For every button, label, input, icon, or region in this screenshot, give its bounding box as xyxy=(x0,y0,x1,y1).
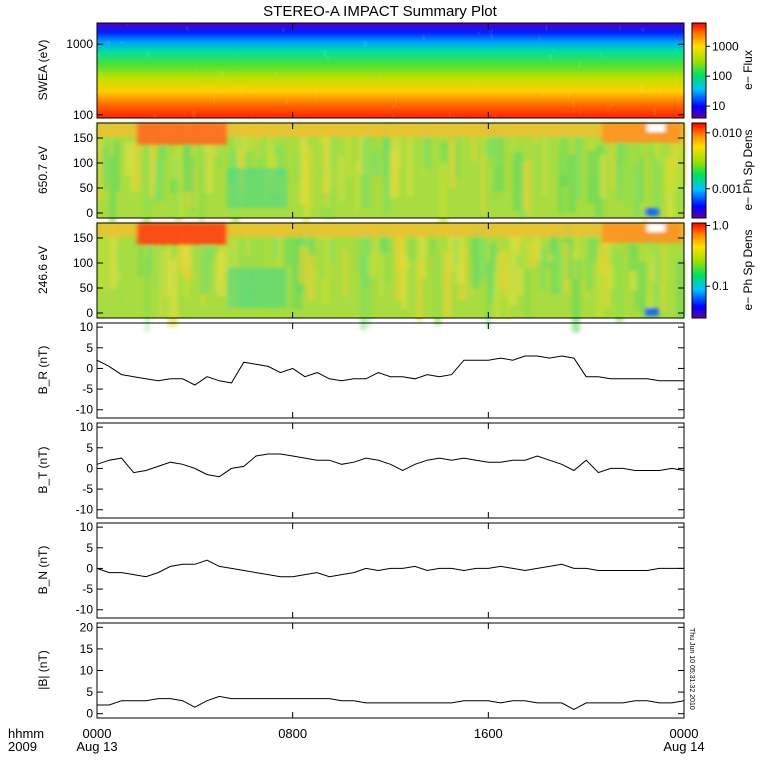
pad-246-ylabel: 246.6 eV xyxy=(36,246,50,294)
colorbar-tick-label: 1.0 xyxy=(712,219,729,233)
swea-ylabel: SWEA (eV) xyxy=(36,40,50,101)
y-tick-label: 50 xyxy=(80,181,94,195)
flux-colorbar xyxy=(691,22,707,119)
time-tick-label: 1600 xyxy=(474,726,503,741)
bmag-ylabel: |B| (nT) xyxy=(36,650,50,690)
y-tick-label: 0 xyxy=(86,561,93,575)
timestamp: Thu Jun 10 05:31:32 2010 xyxy=(688,628,695,710)
panel-br: -10 -5 0 5 10 B_R (nT) xyxy=(36,320,685,419)
colorbar-tick-label: 100 xyxy=(712,69,732,83)
y-tick-label: 0 xyxy=(86,461,93,475)
y-tick-label: 0 xyxy=(86,206,93,220)
time-tick-label: 0000 xyxy=(83,726,112,741)
time-row2-label: 2009 xyxy=(8,739,37,754)
y-tick-label: 0 xyxy=(86,306,93,320)
y-tick-label: 0 xyxy=(86,361,93,375)
time-tick-date: Aug 14 xyxy=(663,739,704,754)
y-tick-label: 5 xyxy=(86,441,93,455)
y-tick-label: 1000 xyxy=(66,37,93,51)
panel-pad-246: 0 50 100 150 246.6 eV 0.1 1.0 e− Ph Sp Dens xyxy=(36,219,755,333)
time-tick-label: 0000 xyxy=(670,726,699,741)
bn-ylabel: B_N (nT) xyxy=(36,546,50,595)
y-tick-label: -10 xyxy=(76,603,94,617)
time-row1-label: hhmm xyxy=(8,726,44,741)
colorbar-tick-label: 0.010 xyxy=(712,126,742,140)
y-tick-label: 15 xyxy=(80,642,94,656)
bmag-series-line xyxy=(97,695,685,710)
y-tick-label: 10 xyxy=(80,520,94,534)
colorbar-tick-label: 0.001 xyxy=(712,182,742,196)
pad-246-colorbar xyxy=(691,222,707,319)
y-tick-label: -10 xyxy=(76,503,94,517)
y-tick-label: 100 xyxy=(73,108,93,122)
colorbar-tick-label: 0.1 xyxy=(712,279,729,293)
y-tick-label: 150 xyxy=(73,131,93,145)
br-series-line xyxy=(96,355,684,386)
pad-246-colorbar-label: e− Ph Sp Dens xyxy=(741,229,755,310)
panel-bn: -10 -5 0 5 10 B_N (nT) xyxy=(36,520,685,619)
panel-pad-650: 0 50 100 150 650.7 eV 0.001 0.010 e− Ph Sp D… xyxy=(36,122,755,234)
bt-series-line xyxy=(96,453,685,478)
plot-title: STEREO-A IMPACT Summary Plot xyxy=(263,3,497,20)
y-tick-label: 5 xyxy=(86,341,93,355)
br-ylabel: B_R (nT) xyxy=(36,346,50,395)
pad-650-ylabel: 650.7 eV xyxy=(36,146,50,194)
bt-ylabel: B_T (nT) xyxy=(36,446,50,493)
y-tick-label: 5 xyxy=(86,541,93,555)
y-tick-label: -5 xyxy=(82,382,93,396)
y-tick-label: 10 xyxy=(80,420,94,434)
y-tick-label: 100 xyxy=(73,156,93,170)
colorbar-tick-label: 1000 xyxy=(712,39,739,53)
y-tick-label: 150 xyxy=(73,231,93,245)
y-tick-label: -5 xyxy=(82,482,93,496)
y-tick-label: 0 xyxy=(86,707,93,721)
y-tick-label: -10 xyxy=(76,403,94,417)
flux-colorbar-label: e− Flux xyxy=(741,50,755,90)
swea-spectrogram xyxy=(97,23,684,118)
panel-bmag: 0 5 10 15 20 |B| (nT) Thu Jun 10 05:31:32 20… xyxy=(36,620,695,720)
bn-series-line xyxy=(96,559,684,578)
y-tick-label: 10 xyxy=(80,664,94,678)
y-tick-label: 5 xyxy=(86,685,93,699)
pad-650-colorbar-label: e− Ph Sp Dens xyxy=(741,129,755,210)
y-tick-label: 20 xyxy=(80,620,94,634)
time-tick-label: 0800 xyxy=(278,726,307,741)
colorbar-tick-label: 10 xyxy=(712,99,726,113)
panel-swea: 100 1000 SWEA (eV) 10 100 1000 e− Flux xyxy=(36,22,755,122)
y-tick-label: 10 xyxy=(80,320,94,334)
y-tick-label: 50 xyxy=(80,281,94,295)
y-tick-label: -5 xyxy=(82,582,93,596)
y-tick-label: 100 xyxy=(73,256,93,270)
time-tick-date: Aug 13 xyxy=(76,739,117,754)
pad-650-colorbar xyxy=(691,122,707,219)
panel-bt: -10 -5 0 5 10 B_T (nT) xyxy=(36,420,685,519)
